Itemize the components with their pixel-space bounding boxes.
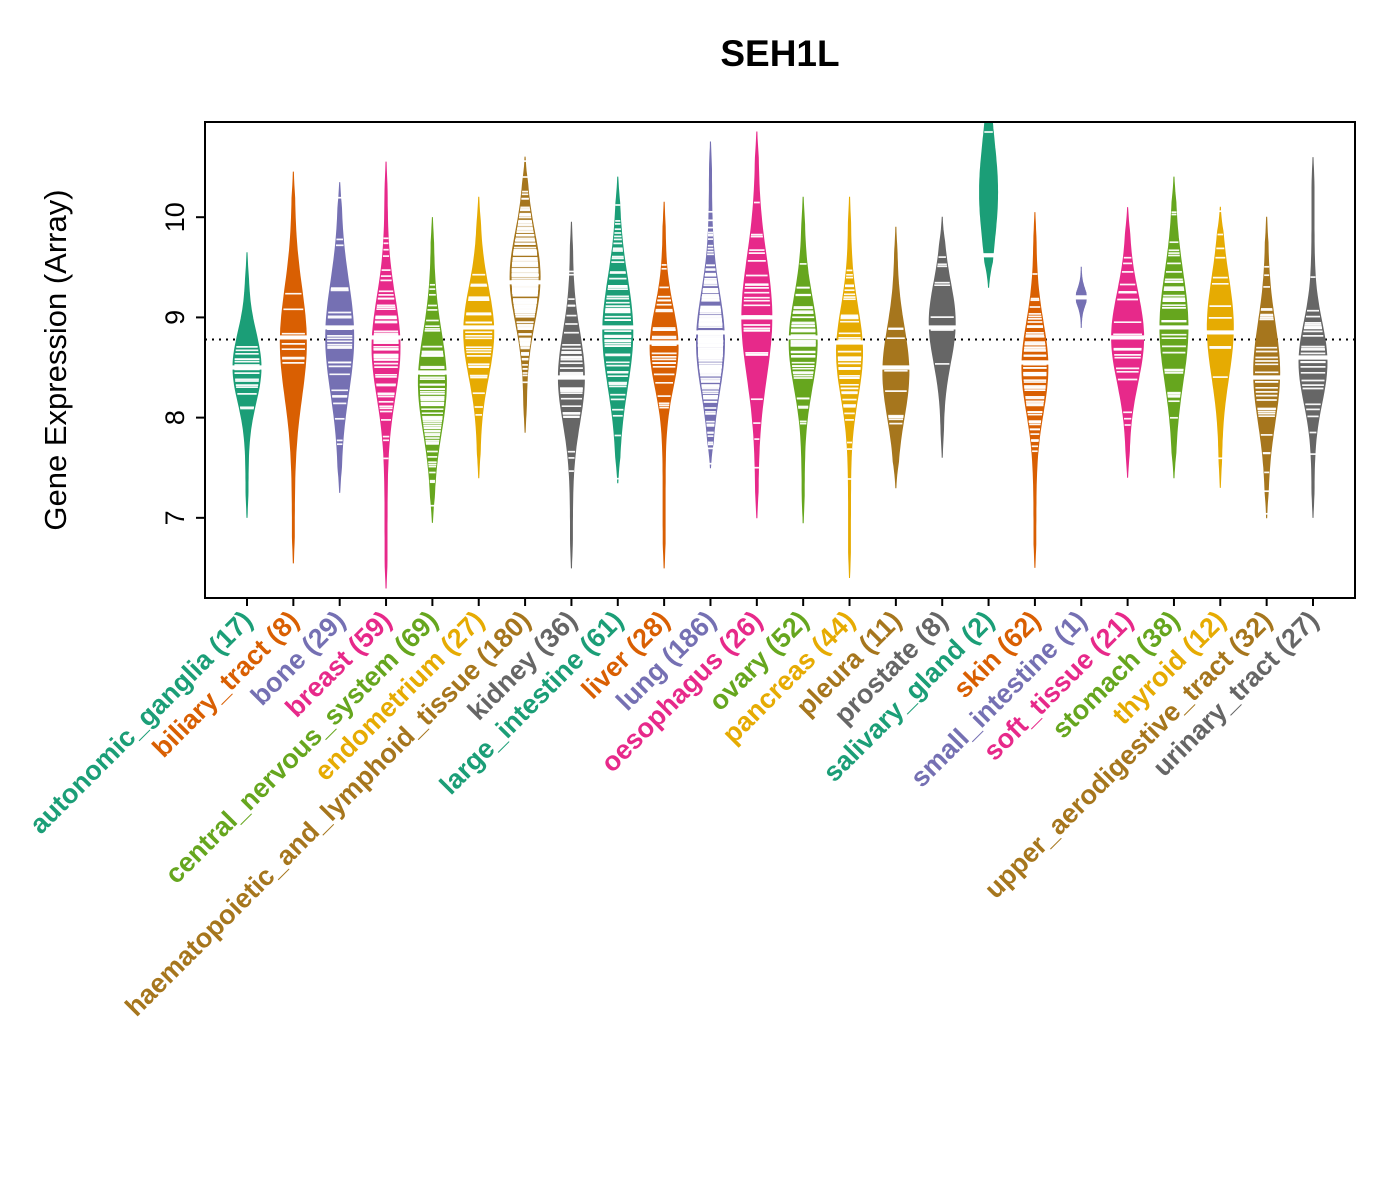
chart-title: SEH1L: [720, 33, 839, 74]
violin-kidney: [556, 221, 587, 569]
violin-pancreas: [834, 196, 865, 579]
violin-large_intestine: [600, 176, 635, 484]
violin-small_intestine: [1074, 266, 1089, 328]
violin-liver: [648, 201, 681, 569]
violin-autonomic_ganglia: [231, 252, 263, 518]
y-axis-title: Gene Expression (Array): [38, 189, 73, 530]
y-tick-label: 9: [160, 310, 190, 325]
violin-breast: [370, 161, 402, 589]
violin-shape: [1253, 216, 1281, 519]
violin-pleura: [880, 226, 911, 489]
y-tick-label: 8: [160, 410, 190, 425]
violin-central_nervous_system: [416, 217, 449, 523]
violin-soft_tissue: [1109, 207, 1146, 478]
violin-thyroid: [1205, 206, 1236, 488]
y-tick-label: 7: [160, 510, 190, 525]
violin-lung: [694, 141, 727, 469]
violin-shape: [417, 217, 447, 523]
violin-shape: [649, 201, 679, 569]
violin-haematopoietic_and_lymphoid_tissue: [508, 156, 543, 433]
violin-skin: [1019, 212, 1050, 568]
x-axis: autonomic_ganglia (17)biliary_tract (8)b…: [24, 598, 1324, 1022]
violin-shape: [928, 216, 956, 458]
violin-biliary_tract: [278, 171, 309, 564]
violin-shape: [1298, 157, 1328, 518]
violin-ovary: [787, 196, 820, 524]
y-tick-label: 10: [160, 202, 190, 232]
violin-salivary_gland: [979, 122, 999, 288]
violin-upper_aerodigestive_tract: [1251, 216, 1282, 519]
violin-endometrium: [461, 196, 496, 479]
violin-oesophagus: [739, 131, 774, 519]
violin-shape: [1111, 207, 1145, 478]
violin-shape: [882, 226, 910, 489]
plot-area: [205, 122, 1355, 589]
violin-prostate: [927, 216, 958, 458]
y-axis: 7 8 9 10: [160, 202, 205, 525]
violin-shape: [602, 176, 634, 484]
plot-border: [204, 121, 1356, 599]
violin-bone: [323, 182, 356, 493]
violin-shape: [557, 221, 585, 569]
violin-shape: [788, 196, 818, 524]
violin-shape: [279, 171, 307, 564]
violin-shape: [696, 141, 726, 469]
violin-stomach: [1157, 176, 1190, 479]
violin-shape: [979, 122, 999, 288]
violin-urinary_tract: [1297, 157, 1329, 518]
